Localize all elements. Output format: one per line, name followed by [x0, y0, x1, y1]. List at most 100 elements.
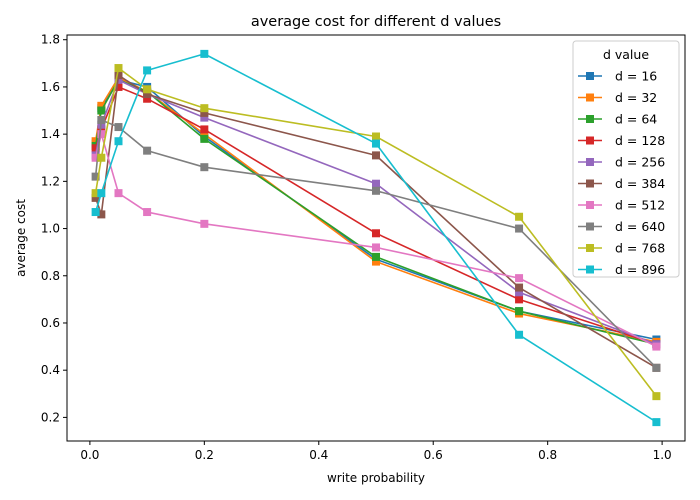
y-tick-label: 0.2	[41, 410, 60, 424]
data-point	[515, 224, 524, 233]
y-tick-label: 1.8	[41, 33, 60, 47]
data-point	[91, 193, 100, 202]
data-point	[372, 186, 380, 195]
legend-marker	[586, 72, 594, 80]
y-tick-label: 1.6	[41, 80, 60, 94]
data-point	[200, 219, 209, 228]
series-8	[91, 64, 661, 401]
data-point	[97, 106, 106, 115]
data-point	[652, 418, 661, 427]
y-tick-label: 1.0	[41, 222, 60, 236]
legend-marker	[586, 244, 594, 252]
legend-title: d value	[603, 47, 649, 62]
data-point	[143, 85, 152, 94]
x-tick-label: 0.4	[309, 448, 328, 462]
legend-label: d = 32	[615, 90, 657, 105]
data-point	[114, 82, 123, 91]
data-point	[91, 189, 100, 198]
y-tick-label: 1.2	[41, 174, 60, 188]
legend-marker	[586, 222, 594, 231]
data-point	[515, 274, 524, 283]
data-point	[200, 130, 209, 139]
legend-marker	[586, 115, 594, 123]
series-layer	[91, 49, 661, 427]
data-point	[114, 64, 123, 73]
y-tick-label: 1.4	[41, 127, 60, 141]
data-point	[143, 146, 152, 155]
data-point	[91, 208, 100, 217]
x-axis-title: write probability	[327, 471, 425, 485]
y-axis: 0.2 0.4 0.6 0.8 1.0 1.2 1.4 1.6 1.8	[41, 33, 67, 424]
legend-box	[572, 40, 680, 278]
legend-label: d = 256	[615, 155, 665, 170]
data-point	[515, 307, 524, 316]
x-tick-label: 0.6	[424, 448, 443, 462]
data-point	[652, 342, 661, 351]
legend-label: d = 128	[615, 133, 665, 148]
data-point	[515, 283, 524, 292]
data-point	[200, 125, 209, 134]
legend-entry: d = 768	[578, 241, 665, 256]
data-point	[97, 210, 106, 219]
data-point	[97, 101, 106, 110]
legend-label: d = 384	[615, 176, 665, 191]
data-point	[97, 130, 106, 139]
x-tick-label: 0.2	[195, 448, 214, 462]
data-point	[200, 104, 209, 113]
data-point	[372, 243, 380, 252]
series-9	[91, 49, 661, 427]
data-point	[97, 189, 106, 198]
legend-entry: d = 16	[578, 69, 657, 84]
legend-marker	[586, 93, 594, 102]
legend-label: d = 768	[615, 241, 665, 256]
legend-marker	[586, 179, 594, 188]
series-line	[94, 133, 657, 348]
data-point	[200, 108, 209, 117]
legend-entries: d = 16 d = 32 d = 64 d = 128 d = 256 d = 384 d…	[578, 69, 665, 277]
chart-title: average cost for different d values	[251, 14, 501, 30]
legend-entry: d = 128	[578, 133, 665, 148]
x-tick-label: 0.0	[80, 448, 99, 462]
legend-entry: d = 640	[578, 219, 665, 234]
data-point	[515, 330, 524, 339]
data-point	[515, 212, 524, 221]
data-point	[91, 172, 100, 181]
data-point	[114, 71, 123, 80]
legend-entry: d = 896	[578, 262, 665, 277]
data-point	[200, 163, 209, 172]
y-tick-label: 0.4	[41, 363, 60, 377]
legend-entry: d = 256	[578, 155, 665, 170]
data-point	[200, 113, 209, 122]
data-point	[143, 90, 152, 99]
y-tick-label: 0.8	[41, 269, 60, 283]
legend-label: d = 512	[615, 198, 665, 213]
legend-entry: d = 64	[578, 112, 657, 127]
legend-entry: d = 32	[578, 90, 657, 105]
legend-marker	[586, 158, 594, 166]
legend-label: d = 640	[615, 219, 665, 234]
data-point	[372, 151, 380, 160]
plot-frame	[66, 34, 686, 442]
legend-label: d = 16	[615, 69, 657, 84]
x-tick-label: 0.8	[538, 448, 557, 462]
data-point	[91, 153, 100, 162]
data-point	[114, 189, 123, 198]
data-point	[652, 392, 661, 401]
x-tick-label: 1.0	[653, 448, 672, 462]
data-point	[372, 252, 380, 261]
data-point	[97, 115, 106, 124]
data-point	[114, 137, 123, 146]
legend-entry: d = 384	[578, 176, 665, 191]
data-point	[97, 153, 106, 162]
legend-marker	[586, 136, 594, 145]
data-point	[200, 49, 209, 58]
legend-marker	[586, 265, 594, 274]
series-line	[94, 67, 658, 397]
data-point	[143, 66, 152, 75]
data-point	[515, 295, 524, 304]
y-tick-label: 0.6	[41, 316, 60, 330]
legend-label: d = 64	[615, 112, 657, 127]
data-point	[97, 125, 106, 134]
data-point	[372, 179, 380, 188]
